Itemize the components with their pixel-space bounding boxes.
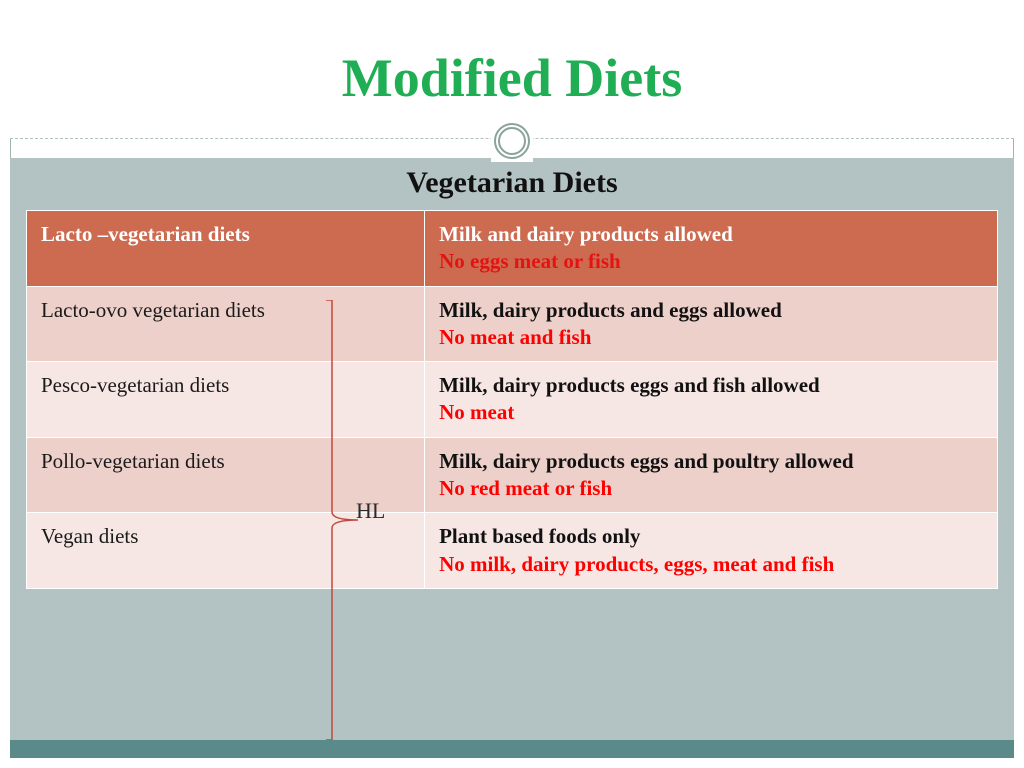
bottom-accent-strip — [10, 740, 1014, 758]
forbidden-text: No eggs meat or fish — [439, 249, 621, 273]
forbidden-text: No meat — [439, 400, 514, 424]
diet-name-cell: Vegan diets — [27, 513, 425, 589]
diet-desc-cell: Milk, dairy products eggs and fish allow… — [425, 362, 998, 438]
allowed-text: Milk, dairy products and eggs allowed — [439, 298, 782, 322]
content-area: Vegetarian Diets Lacto –vegetarian diets… — [26, 160, 998, 589]
hl-bracket-label: HL — [356, 498, 385, 524]
table-row: Lacto –vegetarian diets Milk and dairy p… — [27, 211, 998, 287]
table-row: Vegan diets Plant based foods only No mi… — [27, 513, 998, 589]
page-title: Modified Diets — [342, 47, 682, 109]
diet-desc-cell: Plant based foods only No milk, dairy pr… — [425, 513, 998, 589]
allowed-text: Plant based foods only — [439, 524, 640, 548]
diet-desc-cell: Milk, dairy products and eggs allowed No… — [425, 286, 998, 362]
title-area: Modified Diets — [10, 10, 1014, 138]
vegetarian-diets-table: Lacto –vegetarian diets Milk and dairy p… — [26, 210, 998, 589]
diet-desc-cell: Milk, dairy products eggs and poultry al… — [425, 437, 998, 513]
allowed-text: Milk, dairy products eggs and fish allow… — [439, 373, 820, 397]
diet-name-cell: Pesco-vegetarian diets — [27, 362, 425, 438]
table-row: Pesco-vegetarian diets Milk, dairy produ… — [27, 362, 998, 438]
diet-name-cell: Lacto –vegetarian diets — [27, 211, 425, 287]
diet-desc-cell: Milk and dairy products allowed No eggs … — [425, 211, 998, 287]
forbidden-text: No milk, dairy products, eggs, meat and … — [439, 552, 834, 576]
allowed-text: Milk and dairy products allowed — [439, 222, 733, 246]
ring-ornament-icon — [491, 120, 533, 162]
forbidden-text: No meat and fish — [439, 325, 591, 349]
allowed-text: Milk, dairy products eggs and poultry al… — [439, 449, 853, 473]
forbidden-text: No red meat or fish — [439, 476, 612, 500]
diet-name-cell: Lacto-ovo vegetarian diets — [27, 286, 425, 362]
table-row: Pollo-vegetarian diets Milk, dairy produ… — [27, 437, 998, 513]
table-row: Lacto-ovo vegetarian diets Milk, dairy p… — [27, 286, 998, 362]
subtitle: Vegetarian Diets — [26, 166, 998, 200]
